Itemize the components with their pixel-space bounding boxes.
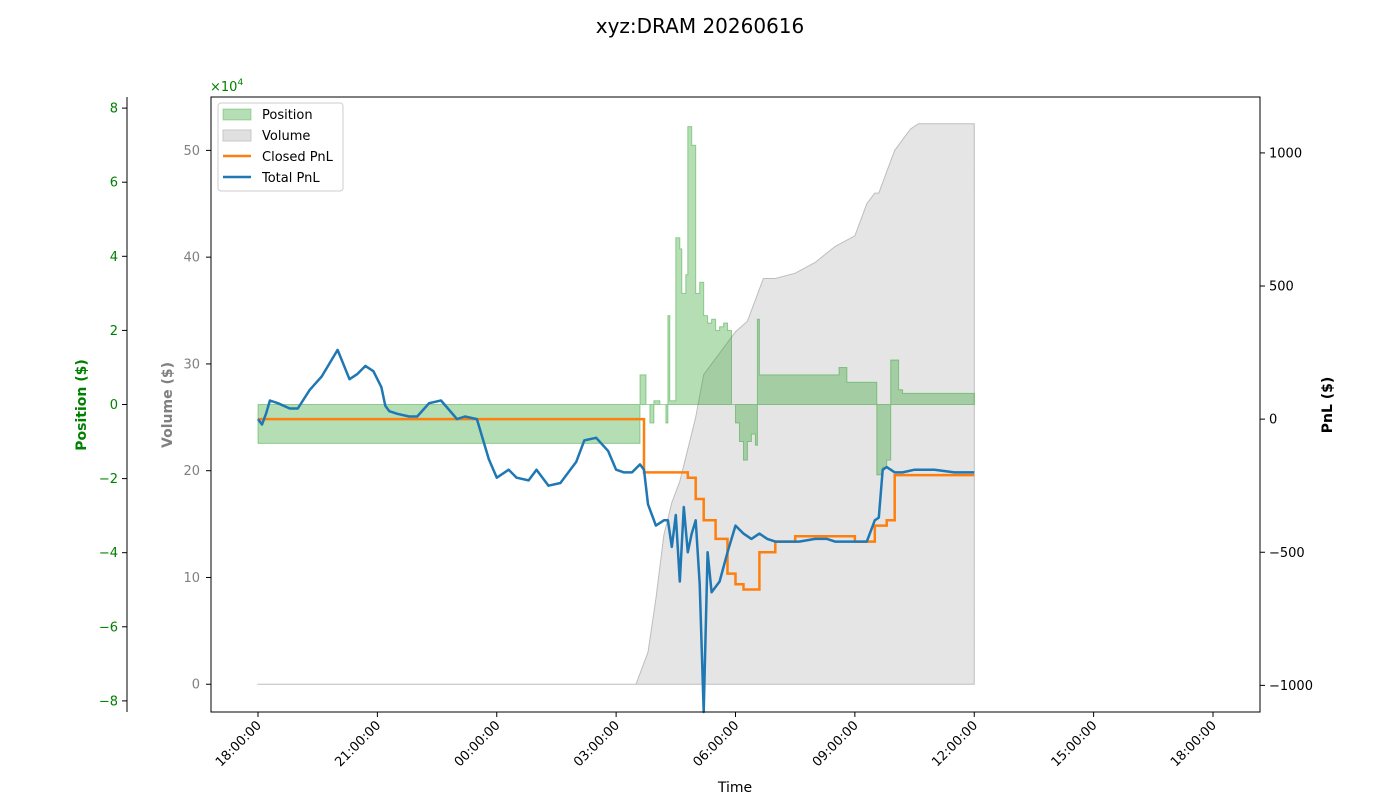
legend-item-position: Position xyxy=(222,108,313,123)
position-tick-label: −6 xyxy=(99,620,118,635)
legend-label-volume: Volume xyxy=(262,129,310,144)
x-tick-label: 09:00:00 xyxy=(810,718,862,770)
legend-item-volume: Volume xyxy=(222,129,310,144)
legend-label-closed-pnl: Closed PnL xyxy=(262,150,334,165)
position-axis: 8 6 4 2 0 −2 −4 −6 −8 xyxy=(99,97,128,712)
legend: Position Volume Closed PnL Total PnL xyxy=(217,102,344,192)
position-tick-label: −8 xyxy=(99,694,118,709)
legend-label-position: Position xyxy=(262,108,313,123)
legend-swatch-position xyxy=(222,108,252,121)
series-closed-pnl-line xyxy=(258,417,975,591)
position-tick-label: 6 xyxy=(110,176,118,191)
pnl-tick-label: 0 xyxy=(1269,413,1277,428)
position-tick-label: 8 xyxy=(110,102,118,117)
x-tick-label: 18:00:00 xyxy=(1168,718,1220,770)
chart-title: xyz:DRAM 20260616 xyxy=(596,14,805,38)
volume-axis: 50 40 30 20 10 0 xyxy=(183,144,211,693)
volume-tick-label: 50 xyxy=(183,144,200,159)
legend-swatch-volume xyxy=(222,129,252,142)
volume-axis-label: Volume ($) xyxy=(160,362,176,448)
position-axis-multiplier-exponent: 4 xyxy=(237,78,243,88)
x-axis: 18:00:00 21:00:00 00:00:00 03:00:00 06:00:00… xyxy=(213,712,1220,770)
x-tick-label: 06:00:00 xyxy=(690,718,742,770)
plot-area xyxy=(256,123,975,714)
x-tick-label: 00:00:00 xyxy=(452,718,504,770)
position-tick-label: 0 xyxy=(110,398,118,413)
x-tick-label: 03:00:00 xyxy=(571,718,623,770)
volume-tick-label: 20 xyxy=(183,464,200,479)
legend-item-closed-pnl: Closed PnL xyxy=(223,150,334,165)
legend-item-total-pnl: Total PnL xyxy=(223,171,320,186)
x-tick-label: 18:00:00 xyxy=(213,718,265,770)
pnl-tick-label: 1000 xyxy=(1269,146,1302,161)
legend-label-total-pnl: Total PnL xyxy=(261,171,320,186)
series-volume-area xyxy=(257,123,975,685)
pnl-axis: 1000 500 0 −500 −1000 xyxy=(1260,146,1313,694)
x-axis-label: Time xyxy=(717,780,752,796)
position-tick-label: −4 xyxy=(99,546,118,561)
volume-tick-label: 30 xyxy=(183,357,200,372)
series-total-pnl-line xyxy=(256,348,975,714)
volume-tick-label: 10 xyxy=(183,571,200,586)
position-tick-label: 2 xyxy=(110,324,118,339)
pnl-tick-label: 500 xyxy=(1269,280,1294,295)
position-tick-label: 4 xyxy=(110,250,118,265)
x-tick-label: 21:00:00 xyxy=(332,718,384,770)
series-position-area xyxy=(257,126,975,476)
pnl-tick-label: −1000 xyxy=(1269,679,1313,694)
pnl-tick-label: −500 xyxy=(1269,546,1305,561)
position-tick-label: −2 xyxy=(99,472,118,487)
position-axis-label: Position ($) xyxy=(74,359,90,451)
x-tick-label: 15:00:00 xyxy=(1049,718,1101,770)
position-axis-multiplier: ×104 xyxy=(210,78,243,95)
x-tick-label: 12:00:00 xyxy=(929,718,981,770)
legend-box xyxy=(217,102,344,192)
volume-tick-label: 0 xyxy=(192,678,200,693)
pnl-axis-label: PnL ($) xyxy=(1320,377,1336,434)
position-axis-multiplier-base: ×10 xyxy=(210,80,237,95)
volume-tick-label: 40 xyxy=(183,251,200,266)
